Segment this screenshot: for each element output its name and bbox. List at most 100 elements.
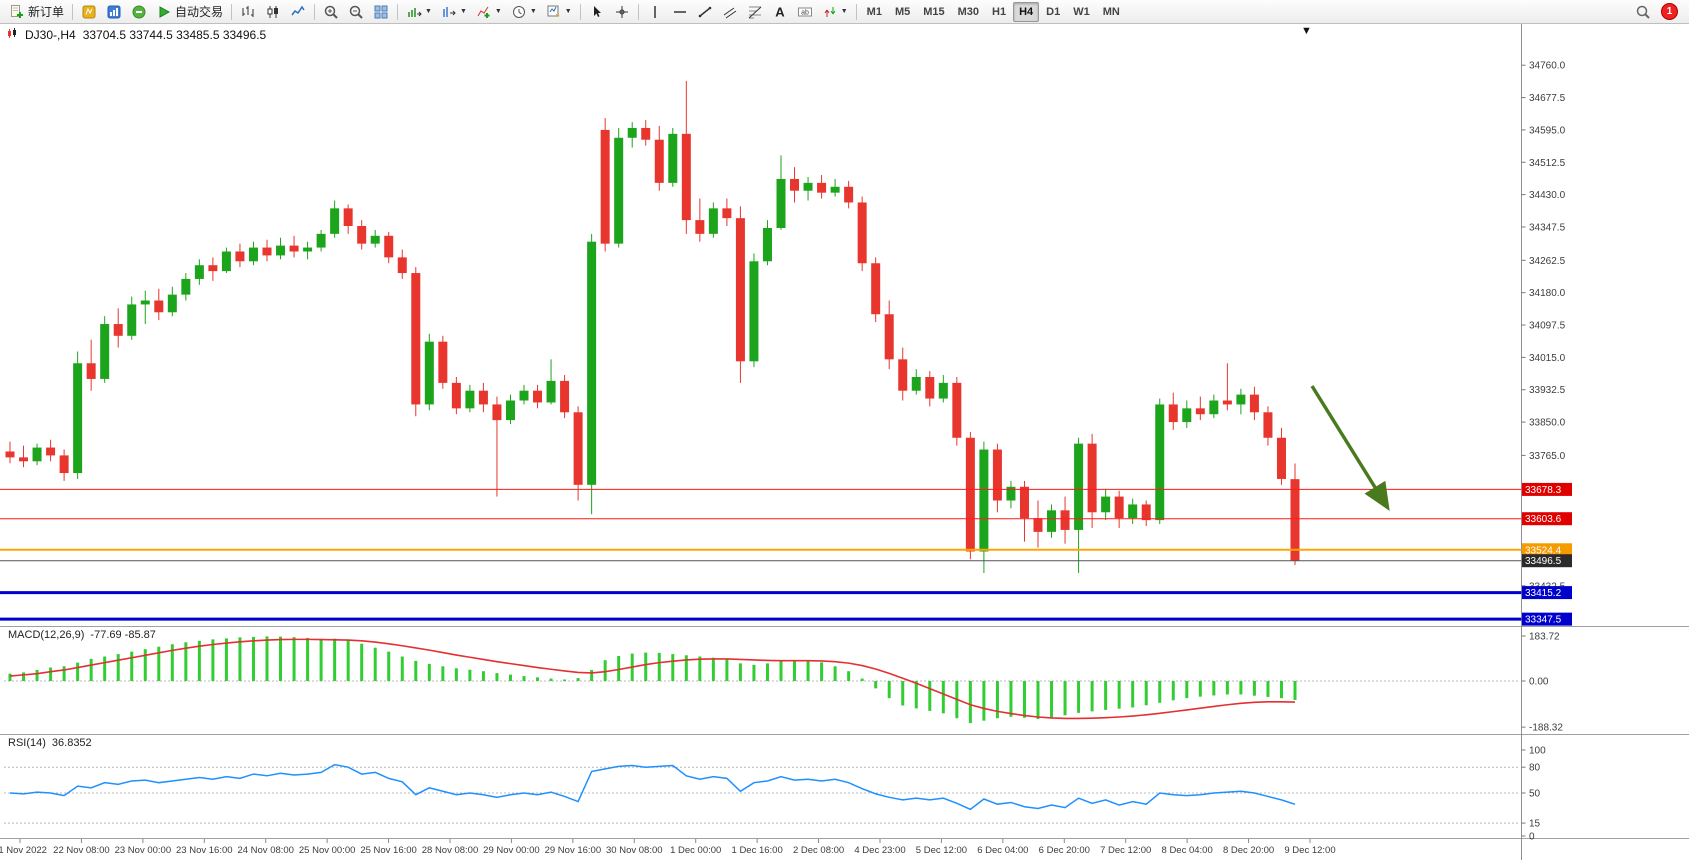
y-axis-label: 34262.5: [1529, 256, 1566, 267]
macd-indicator-label: MACD(12,26,9) -77.69 -85.87: [8, 629, 156, 641]
market-button[interactable]: [102, 1, 126, 23]
macd-axis-label: 0.00: [1529, 677, 1549, 688]
candles-icon: [267, 5, 279, 18]
cursor-button[interactable]: [585, 1, 609, 23]
indicators-button[interactable]: ▼: [472, 1, 506, 23]
chart-dropdown-arrow[interactable]: ▼: [1301, 25, 1312, 37]
periods-icon: [512, 5, 525, 18]
y-axis-label: 33850.0: [1529, 418, 1566, 429]
channel-icon: [723, 7, 737, 18]
timeframe-H1[interactable]: H1: [992, 5, 1007, 18]
candles-chart-button[interactable]: [261, 1, 285, 23]
search-button[interactable]: [1631, 1, 1655, 23]
tile-icon: [374, 5, 388, 18]
y-axis-label: 34760.0: [1529, 61, 1566, 72]
vline-icon: [653, 5, 656, 18]
crosshair-button[interactable]: [610, 1, 634, 23]
y-axis-label: 34512.5: [1529, 158, 1566, 169]
arrows-icon: [824, 6, 836, 17]
timeframe-M15[interactable]: M15: [923, 5, 945, 18]
zoom-in-icon: [324, 5, 338, 19]
price-line-tag-label: 33524.4: [1525, 545, 1562, 556]
chart-shift-button[interactable]: ▼: [437, 1, 471, 23]
timeframe-H4[interactable]: H4: [1013, 1, 1040, 22]
line-chart-button[interactable]: [286, 1, 310, 23]
timeframe-MN[interactable]: MN: [1102, 5, 1120, 18]
rsi-axis-label: 100: [1529, 746, 1546, 757]
y-axis-label: 33932.5: [1529, 385, 1566, 396]
dropdown-caret-icon: ▼: [459, 8, 467, 15]
time-axis-label: 1 Dec 16:00: [732, 845, 783, 856]
text-button[interactable]: A: [768, 1, 792, 23]
timeframe-M5[interactable]: M5: [894, 5, 911, 18]
periods-button[interactable]: ▼: [507, 1, 541, 23]
dropdown-caret-icon: ▼: [529, 8, 537, 15]
price-line-tag-label: 33678.3: [1525, 485, 1562, 496]
rsi-axis-label: 0: [1529, 832, 1535, 843]
time-axis-label: 6 Dec 04:00: [977, 845, 1028, 856]
price-line-tag-label: 33347.5: [1525, 615, 1562, 626]
hline-button[interactable]: [668, 1, 692, 23]
time-axis-label: 25 Nov 00:00: [299, 845, 356, 856]
y-axis-label: 34595.0: [1529, 125, 1566, 136]
channel-button[interactable]: [718, 1, 742, 23]
y-axis-label: 33765.0: [1529, 451, 1566, 462]
time-axis-label: 25 Nov 16:00: [360, 845, 417, 856]
toolbar-separator: [637, 3, 639, 20]
chart-title-bar: DJ30-,H4 33704.5 33744.5 33485.5 33496.5: [7, 28, 266, 42]
timeframe-W1[interactable]: W1: [1073, 5, 1090, 18]
templates-icon: [547, 5, 560, 17]
y-axis-label: 34015.0: [1529, 353, 1566, 364]
label-button[interactable]: ab: [793, 1, 817, 23]
new-order-button-label: 新订单: [28, 5, 65, 19]
text-icon: A: [775, 4, 785, 19]
price-line-tag: [1522, 586, 1572, 600]
time-axis-label: 4 Dec 23:00: [854, 845, 905, 856]
time-axis-label: 7 Dec 12:00: [1100, 845, 1151, 856]
timeframe-M1[interactable]: M1: [866, 5, 882, 18]
trendline-button[interactable]: [693, 1, 717, 23]
time-axis-label: 2 Dec 08:00: [793, 845, 844, 856]
autotrade-button[interactable]: 自动交易: [152, 1, 227, 23]
price-line-tag: [1522, 554, 1572, 568]
vline-button[interactable]: [643, 1, 667, 23]
y-axis-label: 34430.0: [1529, 190, 1566, 201]
y-axis-label: 34180.0: [1529, 288, 1566, 299]
y-axis-label: 34677.5: [1529, 93, 1566, 104]
bars-chart-button[interactable]: [236, 1, 260, 23]
new-order-icon: [11, 4, 23, 18]
fibonacci-button[interactable]: [743, 1, 767, 23]
macd-signal-line: [9, 638, 1296, 720]
rsi-indicator-label: RSI(14) 36.8352: [8, 737, 92, 749]
chart-type-icon: [7, 28, 18, 42]
linechart-icon: [291, 5, 305, 15]
templates-button[interactable]: ▼: [542, 1, 576, 23]
algo-trading-button[interactable]: [127, 1, 151, 23]
time-axis-label: 23 Nov 00:00: [115, 845, 172, 856]
arrows-button[interactable]: ▼: [818, 1, 852, 23]
new-order-button[interactable]: 新订单: [5, 1, 68, 23]
timeframe-D1[interactable]: D1: [1046, 5, 1061, 18]
macd-name: MACD(12,26,9): [8, 629, 85, 641]
dropdown-caret-icon: ▼: [564, 8, 572, 15]
crosshair-icon: [615, 5, 628, 18]
price-line-tag: [1522, 482, 1572, 496]
time-axis-label: 6 Dec 20:00: [1039, 845, 1090, 856]
tile-windows-button[interactable]: [369, 1, 393, 23]
price-line-tag: [1522, 543, 1572, 557]
auto-scroll-button[interactable]: ▼: [402, 1, 436, 23]
cursor-icon: [593, 5, 601, 17]
notifications-badge[interactable]: 1: [1661, 3, 1678, 20]
y-axis-label: 34097.5: [1529, 321, 1566, 332]
price-line-tag-label: 33415.2: [1525, 588, 1562, 599]
zoom-out-button[interactable]: [344, 1, 368, 23]
timeframe-M30[interactable]: M30: [957, 5, 980, 18]
price-line-tag-label: 33603.6: [1525, 514, 1562, 525]
metaeditor-button[interactable]: [77, 1, 101, 23]
macd-axis-label: 183.72: [1529, 632, 1560, 643]
zoom-in-button[interactable]: [319, 1, 343, 23]
dropdown-caret-icon: ▼: [494, 8, 502, 15]
trend-arrow-annotation[interactable]: [1310, 385, 1390, 511]
